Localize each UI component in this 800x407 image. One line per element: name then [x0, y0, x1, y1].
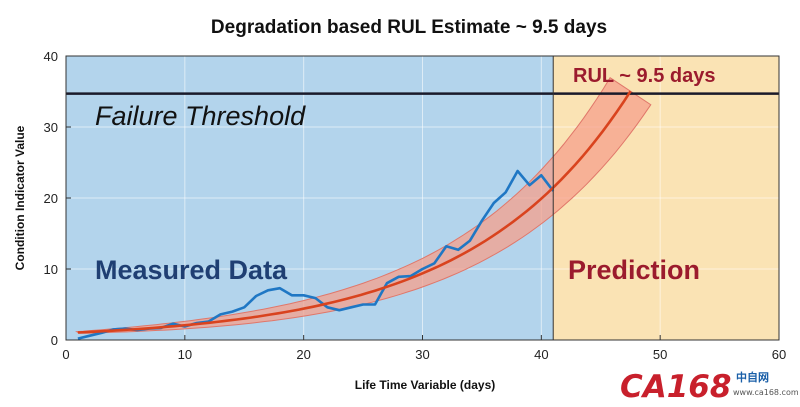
fit-curve	[77, 90, 632, 334]
prediction-label: Prediction	[568, 255, 700, 285]
x-tick-label: 10	[178, 347, 192, 362]
y-tick-label: 10	[44, 262, 58, 277]
y-tick-label: 20	[44, 191, 58, 206]
y-tick-label: 40	[44, 49, 58, 64]
x-tick-label: 0	[62, 347, 69, 362]
x-tick-label: 60	[772, 347, 786, 362]
x-axis-label: Life Time Variable (days)	[355, 378, 496, 392]
x-tick-label: 30	[415, 347, 429, 362]
y-axis-ticks: 0 10 20 30 40	[44, 49, 71, 348]
x-axis-ticks: 0 10 20 30 40 50 60	[62, 335, 786, 362]
x-tick-label: 50	[653, 347, 667, 362]
x-tick-label: 20	[296, 347, 310, 362]
confidence-band	[75, 76, 652, 334]
grid-lines	[66, 56, 779, 340]
y-axis-label: Condition Indicator Value	[13, 125, 27, 270]
y-tick-label: 30	[44, 120, 58, 135]
watermark-logo: CA168 中自网 www.ca168.com	[620, 369, 799, 405]
failure-threshold-label: Failure Threshold	[95, 101, 306, 131]
plot-area	[65, 55, 780, 341]
watermark-url: www.ca168.com	[733, 388, 799, 397]
rul-label: RUL ~ 9.5 days	[573, 65, 715, 87]
x-tick-label: 40	[534, 347, 548, 362]
watermark-brand: CA168	[620, 369, 731, 405]
measured-data-label: Measured Data	[95, 255, 288, 285]
watermark-subtitle: 中自网	[736, 370, 769, 384]
y-tick-label: 0	[51, 333, 58, 348]
chart-title: Degradation based RUL Estimate ~ 9.5 day…	[211, 17, 607, 38]
